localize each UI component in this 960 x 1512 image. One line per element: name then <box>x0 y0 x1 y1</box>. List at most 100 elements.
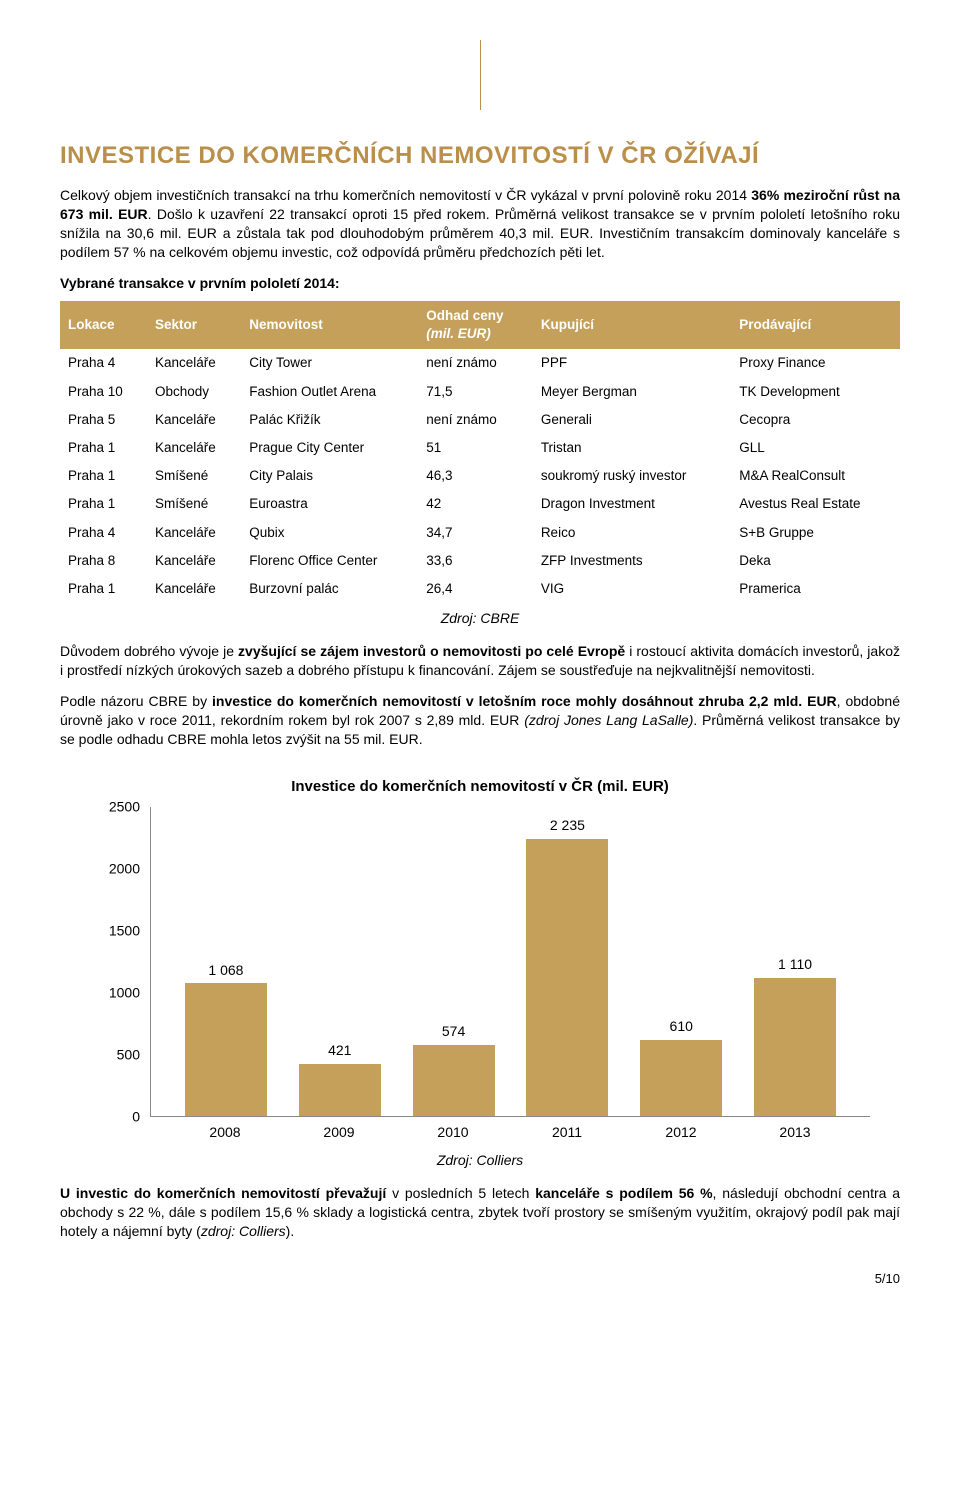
x-tick-label: 2008 <box>168 1117 282 1147</box>
table-cell: City Tower <box>241 349 418 377</box>
table-cell: ZFP Investments <box>533 547 731 575</box>
bar-column: 2 235 <box>510 807 624 1116</box>
table-cell: 26,4 <box>418 575 533 603</box>
col-lokace: Lokace <box>60 301 147 349</box>
table-cell: soukromý ruský investor <box>533 462 731 490</box>
x-tick-label: 2013 <box>738 1117 852 1147</box>
para3-pre: Podle názoru CBRE by <box>60 693 212 709</box>
table-row: Praha 1KancelářePrague City Center51Tris… <box>60 434 900 462</box>
table-cell: Smíšené <box>147 462 241 490</box>
para4: U investic do komerčních nemovitostí pře… <box>60 1184 900 1241</box>
col-odhad: Odhad ceny (mil. EUR) <box>418 301 533 349</box>
y-axis: 05001000150020002500 <box>90 807 145 1117</box>
table-cell: 33,6 <box>418 547 533 575</box>
table-row: Praha 1SmíšenéCity Palais46,3soukromý ru… <box>60 462 900 490</box>
table-cell: Prague City Center <box>241 434 418 462</box>
bar-column: 574 <box>397 807 511 1116</box>
bar-value-label: 421 <box>328 1041 351 1060</box>
table-cell: Meyer Bergman <box>533 378 731 406</box>
table-cell: Reico <box>533 519 731 547</box>
bar <box>299 1064 381 1116</box>
y-tick-label: 1500 <box>109 921 140 940</box>
bar-value-label: 610 <box>670 1017 693 1036</box>
table-cell: TK Development <box>731 378 900 406</box>
table-cell: Kanceláře <box>147 349 241 377</box>
table-cell: Praha 1 <box>60 490 147 518</box>
chart-container: 05001000150020002500 1 0684215742 235610… <box>90 807 870 1147</box>
x-axis-labels: 200820092010201120122013 <box>150 1117 870 1147</box>
col-odhad-l2: (mil. EUR) <box>426 326 491 341</box>
bar-column: 1 110 <box>738 807 852 1116</box>
bars-group: 1 068 421 574 2 235 610 1 110 <box>151 807 870 1116</box>
table-cell: Avestus Real Estate <box>731 490 900 518</box>
table-cell: Tristan <box>533 434 731 462</box>
table-cell: Praha 1 <box>60 462 147 490</box>
table-row: Praha 4KancelářeQubix34,7ReicoS+B Gruppe <box>60 519 900 547</box>
table-cell: Praha 8 <box>60 547 147 575</box>
table-cell: Kanceláře <box>147 434 241 462</box>
col-sektor: Sektor <box>147 301 241 349</box>
x-tick-label: 2009 <box>282 1117 396 1147</box>
para3: Podle názoru CBRE by investice do komerč… <box>60 692 900 749</box>
table-cell: Palác Křižík <box>241 406 418 434</box>
para4-mid1: v posledních 5 letech <box>386 1185 535 1201</box>
x-tick-label: 2011 <box>510 1117 624 1147</box>
table-cell: Praha 1 <box>60 575 147 603</box>
top-divider <box>480 40 481 110</box>
table-cell: Pramerica <box>731 575 900 603</box>
page-number: 5/10 <box>60 1270 900 1288</box>
table-row: Praha 1SmíšenéEuroastra42Dragon Investme… <box>60 490 900 518</box>
table-cell: 42 <box>418 490 533 518</box>
intro-paragraph: Celkový objem investičních transakcí na … <box>60 186 900 262</box>
table-cell: Generali <box>533 406 731 434</box>
bar <box>640 1040 722 1116</box>
para4-end: ). <box>286 1223 295 1239</box>
table-cell: GLL <box>731 434 900 462</box>
table-cell: není známo <box>418 406 533 434</box>
bar-column: 1 068 <box>169 807 283 1116</box>
bar <box>754 978 836 1116</box>
table-row: Praha 5KancelářePalác Křižíknení známoGe… <box>60 406 900 434</box>
para2-bold: zvyšující se zájem investorů o nemovitos… <box>238 643 625 659</box>
table-cell: Praha 10 <box>60 378 147 406</box>
y-tick-label: 0 <box>132 1107 140 1126</box>
y-tick-label: 500 <box>117 1045 140 1064</box>
para1-post: . Došlo k uzavření 22 transakcí oproti 1… <box>60 206 900 260</box>
bar-value-label: 2 235 <box>550 816 585 835</box>
table-cell: City Palais <box>241 462 418 490</box>
bar <box>526 839 608 1116</box>
table-cell: Deka <box>731 547 900 575</box>
bar-value-label: 574 <box>442 1022 465 1041</box>
table-cell: Proxy Finance <box>731 349 900 377</box>
table-cell: S+B Gruppe <box>731 519 900 547</box>
para3-bold: investice do komerčních nemovitostí v le… <box>212 693 837 709</box>
para3-italic: (zdroj Jones Lang LaSalle) <box>524 712 693 728</box>
y-tick-label: 1000 <box>109 983 140 1002</box>
plot-area: 1 068 421 574 2 235 610 1 110 <box>150 807 870 1117</box>
para4-italic: zdroj: Colliers <box>201 1223 286 1239</box>
table-cell: Kanceláře <box>147 575 241 603</box>
table-row: Praha 4KancelářeCity Towernení známoPPFP… <box>60 349 900 377</box>
col-prodavajici: Prodávající <box>731 301 900 349</box>
bar-column: 610 <box>624 807 738 1116</box>
table-cell: Praha 4 <box>60 519 147 547</box>
table-row: Praha 1KancelářeBurzovní palác26,4VIGPra… <box>60 575 900 603</box>
table-header-row: Lokace Sektor Nemovitost Odhad ceny (mil… <box>60 301 900 349</box>
bar-column: 421 <box>283 807 397 1116</box>
col-odhad-l1: Odhad ceny <box>426 308 503 323</box>
x-tick-label: 2012 <box>624 1117 738 1147</box>
table-cell: PPF <box>533 349 731 377</box>
para4-pre: U investic do komerčních nemovitostí pře… <box>60 1185 386 1201</box>
table-row: Praha 8KancelářeFlorenc Office Center33,… <box>60 547 900 575</box>
table-row: Praha 10ObchodyFashion Outlet Arena71,5M… <box>60 378 900 406</box>
table-cell: Cecopra <box>731 406 900 434</box>
table-cell: Kanceláře <box>147 406 241 434</box>
chart-source: Zdroj: Colliers <box>60 1151 900 1170</box>
table-cell: M&A RealConsult <box>731 462 900 490</box>
table-cell: není známo <box>418 349 533 377</box>
table-cell: Obchody <box>147 378 241 406</box>
col-nemovitost: Nemovitost <box>241 301 418 349</box>
table-cell: Burzovní palác <box>241 575 418 603</box>
para4-bold2: kanceláře s podílem 56 % <box>535 1185 712 1201</box>
col-kupujici: Kupující <box>533 301 731 349</box>
